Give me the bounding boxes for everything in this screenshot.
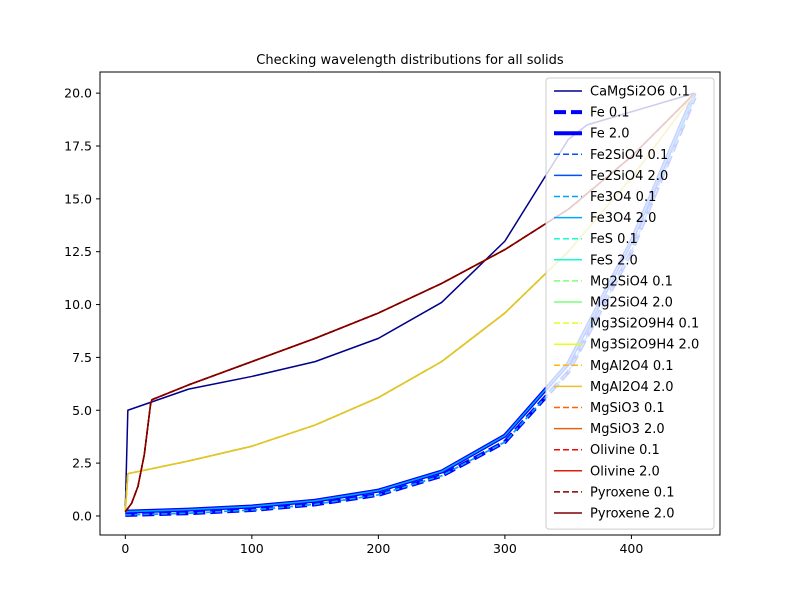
y-tick-label: 0.0 [72,508,92,523]
chart-title: Checking wavelength distributions for al… [256,53,564,68]
legend: CaMgSi2O6 0.1 Fe 0.1 Fe 2.0 Fe2SiO4 0.1 Fe2S… [545,77,715,530]
legend-label: Fe 0.1 [590,106,630,121]
legend-label: Mg3Si2O9H4 0.1 [590,317,699,332]
x-tick-label: 100 [240,541,264,556]
x-tick-label: 300 [493,541,517,556]
legend-label: Pyroxene 0.1 [590,485,674,500]
legend-label: Mg3Si2O9H4 2.0 [590,338,699,353]
legend-label: Fe 2.0 [590,127,630,142]
legend-label: Pyroxene 2.0 [590,507,674,522]
y-tick-label: 10.0 [64,297,92,312]
legend-label: MgSiO3 0.1 [590,401,665,416]
y-tick-label: 17.5 [64,138,92,153]
x-tick-label: 200 [366,541,390,556]
y-tick-label: 7.5 [72,350,92,365]
legend-label: MgAl2O4 0.1 [590,359,674,374]
legend-label: FeS 0.1 [590,232,638,247]
legend-label: Fe2SiO4 0.1 [590,148,668,163]
legend-label: MgSiO3 2.0 [590,422,665,437]
axis-layer: 0 100 200 300 400 0.0 2.5 5.0 7.5 10.0 12.5 15.0 17.… [64,86,643,556]
legend-box [545,77,715,530]
y-tick-label: 5.0 [72,403,92,418]
x-tick-label: 0 [121,541,129,556]
legend-label: Olivine 0.1 [590,443,660,458]
legend-label: CaMgSi2O6 0.1 [590,85,690,100]
y-tick-label: 15.0 [64,191,92,206]
legend-label: Mg2SiO4 0.1 [590,274,673,289]
legend-label: Fe3O4 0.1 [590,190,656,205]
legend-label: Mg2SiO4 2.0 [590,296,673,311]
legend-label: FeS 2.0 [590,253,638,268]
plot-frame [99,71,721,536]
legend-label: Olivine 2.0 [590,464,660,479]
y-tick-label: 12.5 [64,244,92,259]
y-tick-label: 20.0 [64,86,92,101]
legend-label: Fe2SiO4 2.0 [590,169,668,184]
legend-label: Fe3O4 2.0 [590,211,656,226]
x-tick-label: 400 [619,541,643,556]
y-tick-label: 2.5 [72,456,92,471]
legend-label: MgAl2O4 2.0 [590,380,674,395]
